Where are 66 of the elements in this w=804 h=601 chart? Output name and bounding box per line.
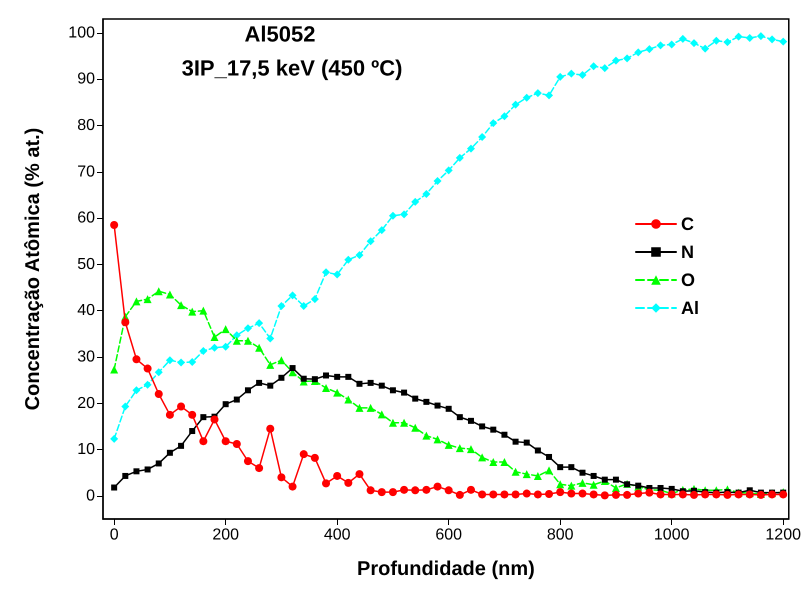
point [378,410,386,418]
point [400,418,408,427]
point [144,295,152,304]
y-tick-label: 90 [77,70,96,88]
y-tick-label: 40 [77,302,96,320]
point [266,360,274,369]
point [411,424,420,432]
y-tick-label: 100 [68,24,96,42]
point [478,453,486,462]
point [489,458,498,466]
point [512,468,520,476]
point [466,445,475,454]
point [132,297,140,306]
y-tick-label: 30 [77,348,96,366]
point [366,404,375,412]
chart-title: Al5052 [244,22,316,46]
y-tick-label: 50 [77,256,96,273]
x-tick-label: 600 [435,526,462,544]
point [277,356,286,364]
point [456,444,464,452]
point [188,308,196,316]
point [199,306,208,315]
y-tick-label: 80 [77,116,96,134]
x-tick-label: 0 [110,526,119,544]
point [534,472,542,480]
legend-label: O [681,270,696,290]
y-tick-label: 10 [77,441,96,458]
point [210,333,219,342]
legend-label: C [681,214,694,234]
point [166,290,174,298]
x-tick-label: 1200 [765,526,802,544]
point [545,466,554,474]
point [344,396,352,404]
x-tick-label: 800 [546,526,574,544]
point [434,435,442,444]
point [244,336,252,345]
point [422,432,430,440]
point [500,458,508,466]
point [222,325,230,334]
point [578,478,586,487]
point [154,287,163,296]
y-tick-label: 20 [77,394,96,412]
point [322,384,330,392]
point [556,480,564,488]
y-tick-label: 0 [86,487,96,504]
point [333,388,342,397]
x-tick-label: 400 [324,526,351,544]
point [567,482,576,490]
point [355,404,364,412]
y-tick-label: 60 [77,210,96,227]
point [590,480,598,489]
y-axis-title: Concentração Atômica (% at.) [22,128,44,410]
legend-label: Al [681,298,699,318]
legend-label: N [681,242,694,262]
point [522,470,531,478]
point [177,301,186,310]
point [388,418,397,427]
point [255,344,264,352]
x-tick-label: 200 [212,526,240,544]
x-axis-title: Profundidade (nm) [357,558,535,580]
point [110,365,118,374]
x-tick-label: 1000 [654,526,690,544]
y-tick-label: 70 [77,163,96,180]
point [232,336,241,345]
text: 3IP_17,5 keV (450 ºC) [182,56,402,80]
point [444,440,453,449]
